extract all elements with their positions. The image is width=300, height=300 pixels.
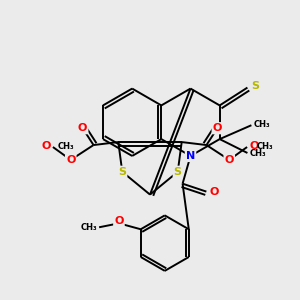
Text: O: O [249, 141, 258, 151]
Text: CH₃: CH₃ [257, 142, 274, 151]
Text: CH₃: CH₃ [249, 149, 266, 158]
Text: O: O [210, 187, 219, 196]
Text: S: S [174, 167, 182, 177]
Text: CH₃: CH₃ [80, 223, 97, 232]
Text: O: O [225, 155, 234, 165]
Text: O: O [114, 216, 124, 226]
Text: O: O [213, 123, 222, 133]
Text: S: S [251, 81, 260, 91]
Text: S: S [118, 167, 126, 177]
Text: O: O [42, 141, 51, 151]
Text: O: O [78, 123, 87, 133]
Text: N: N [186, 151, 195, 161]
Text: CH₃: CH₃ [254, 120, 270, 129]
Text: CH₃: CH₃ [58, 142, 74, 151]
Text: O: O [66, 155, 75, 165]
